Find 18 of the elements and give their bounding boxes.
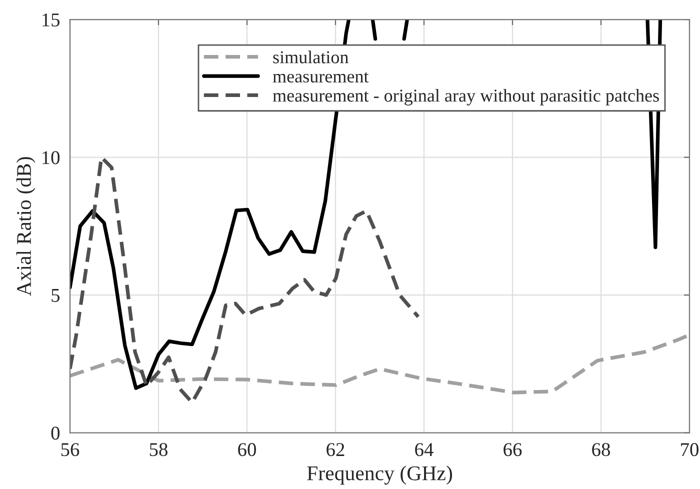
x-tick-label: 60 <box>238 443 256 456</box>
y-tick-label: 15 <box>42 13 60 26</box>
y-tick-label: 5 <box>52 289 60 302</box>
legend-label: simulation <box>273 50 348 64</box>
x-tick-label: 68 <box>592 443 610 456</box>
legend-label: measurement - original aray without parasitic patches <box>272 89 659 106</box>
x-axis-title: Frequency (GHz) <box>307 466 452 485</box>
x-tick-label: 56 <box>61 443 80 456</box>
x-tick-label: 62 <box>326 443 344 456</box>
y-tick-label: 10 <box>42 151 60 164</box>
legend-label: measurement <box>272 72 369 83</box>
x-tick-label: 70 <box>681 443 698 456</box>
x-tick-label: 64 <box>415 443 434 456</box>
y-axis-title: Axial Ratio (dB) <box>16 157 36 296</box>
x-tick-label: 58 <box>150 443 168 456</box>
line-series <box>70 333 690 394</box>
y-tick-label: 0 <box>51 426 60 440</box>
x-tick-label: 66 <box>504 443 522 456</box>
